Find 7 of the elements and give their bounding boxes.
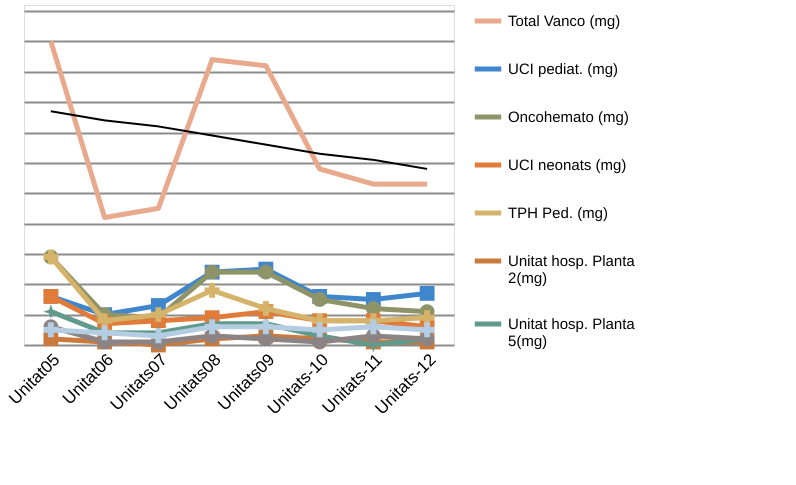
legend-label: UCI neonats (mg) — [508, 157, 626, 174]
legend-label: TPH Ped. (mg) — [508, 205, 608, 222]
legend-label: Unitat hosp. Planta 5(mg) — [508, 316, 636, 350]
legend-label: UCI pediat. (mg) — [508, 61, 618, 78]
legend-label: Unitat hosp. Planta 2(mg) — [508, 253, 636, 287]
legend-label: Oncohemato (mg) — [508, 109, 629, 126]
legend-label: Total Vanco (mg) — [508, 13, 620, 30]
